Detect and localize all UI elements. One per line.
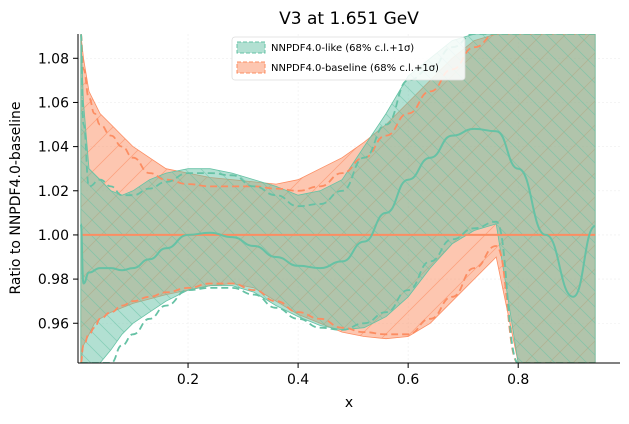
central-line-like [79, 127, 596, 298]
band-like-hatch [80, 34, 596, 363]
error-bands [80, 34, 596, 363]
series-lines [79, 34, 596, 363]
x-tick-label: 0.6 [397, 372, 419, 388]
legend-entry-like: NNPDF4.0-like (68% c.l.+1σ) [236, 41, 414, 54]
y-tick-label: 1.02 [38, 184, 69, 200]
legend-frame [231, 36, 466, 81]
x-tick-label: 0.4 [287, 372, 309, 388]
y-tick-label: 0.96 [38, 316, 69, 332]
lower-bound-baseline [79, 245, 596, 363]
legend: NNPDF4.0-like (68% c.l.+1σ) NNPDF4.0-bas… [231, 36, 466, 81]
legend-label-like: NNPDF4.0-like (68% c.l.+1σ) [271, 43, 414, 54]
legend-swatch-baseline [236, 61, 266, 74]
chart-title: V3 at 1.651 GeV [279, 9, 419, 29]
y-tick-label: 0.98 [38, 272, 69, 288]
x-ticks: 0.2 0.4 0.6 0.8 [177, 363, 529, 388]
x-axis-label: x [345, 395, 353, 411]
y-tick-label: 1.04 [38, 140, 69, 156]
y-ticks: 0.96 0.98 1.00 1.02 1.04 1.06 1.08 [38, 51, 78, 332]
legend-entry-baseline: NNPDF4.0-baseline (68% c.l.+1σ) [236, 61, 439, 74]
legend-swatch-like [236, 41, 266, 54]
x-tick-label: 0.2 [177, 372, 199, 388]
y-tick-label: 1.08 [38, 51, 69, 67]
y-axis-label: Ratio to NNPDF4.0-baseline [8, 101, 24, 294]
x-tick-label: 0.8 [507, 372, 529, 388]
y-tick-label: 1.00 [38, 228, 69, 244]
legend-label-baseline: NNPDF4.0-baseline (68% c.l.+1σ) [271, 63, 439, 74]
lower-bound-like [80, 220, 596, 363]
upper-bound-like [79, 34, 596, 208]
y-tick-label: 1.06 [38, 95, 69, 111]
